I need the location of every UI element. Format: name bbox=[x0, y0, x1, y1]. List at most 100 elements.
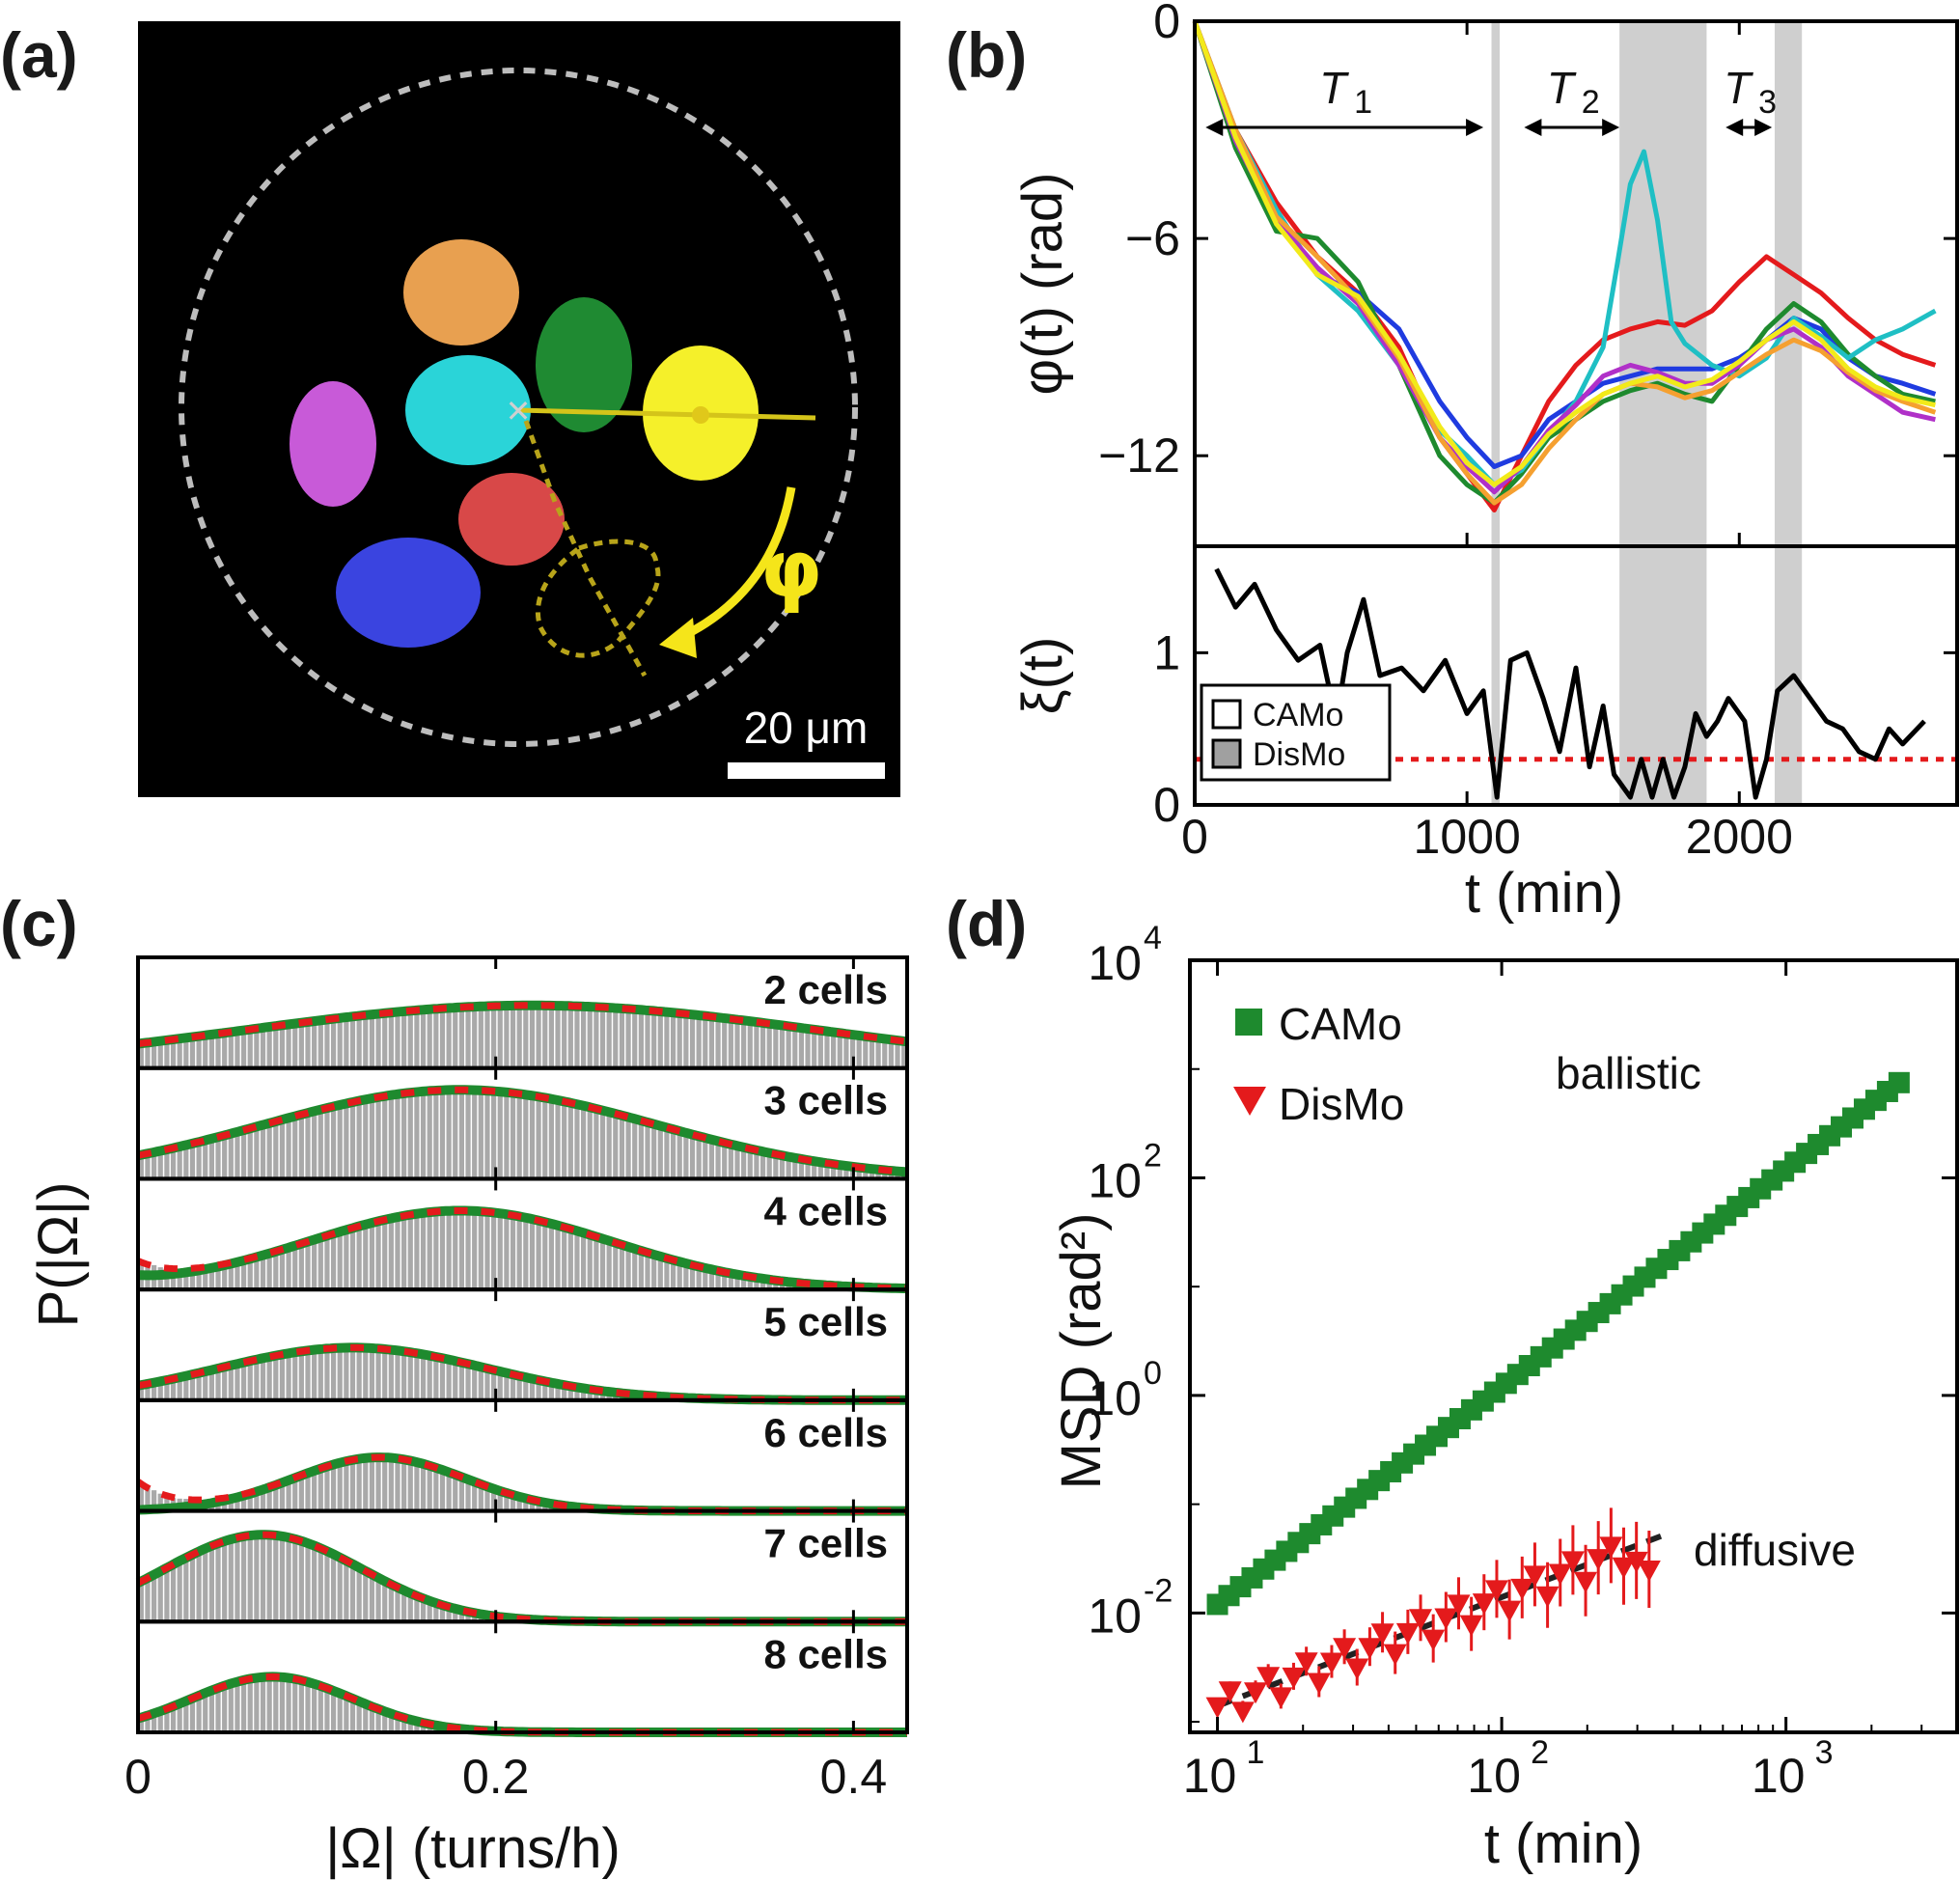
hist-bar bbox=[562, 1385, 567, 1400]
xi-line bbox=[1214, 567, 1926, 800]
fit-curve-red-dashed bbox=[135, 1453, 907, 1515]
hist-bar bbox=[567, 1386, 573, 1400]
hist-bar bbox=[401, 1353, 407, 1400]
hist-bar bbox=[625, 1114, 631, 1179]
phi-line-yellow bbox=[1192, 20, 1936, 487]
hist-bar bbox=[312, 1108, 317, 1179]
hist-bar bbox=[472, 1364, 478, 1400]
hist-bar bbox=[779, 1023, 786, 1068]
hist-bar bbox=[510, 1090, 516, 1179]
hist-bar bbox=[427, 1086, 432, 1179]
hist-bar bbox=[722, 1020, 728, 1068]
hist-bar bbox=[523, 1008, 529, 1068]
hist-bar bbox=[337, 1230, 343, 1290]
hist-bar bbox=[363, 1102, 369, 1179]
hist-bar bbox=[247, 1259, 253, 1290]
hist-bar bbox=[523, 1098, 529, 1179]
hist-bar bbox=[266, 1120, 272, 1179]
hist-bar bbox=[349, 1562, 356, 1622]
hist-bar bbox=[676, 1262, 682, 1290]
hist-bar bbox=[369, 1016, 375, 1068]
hist-bar bbox=[203, 1694, 208, 1732]
hist-bar bbox=[164, 1150, 170, 1179]
hist-bar bbox=[369, 1576, 375, 1622]
hist-bar bbox=[453, 1009, 458, 1068]
hist-bar bbox=[856, 1034, 862, 1068]
d-xtick-base: 10 bbox=[1183, 1749, 1237, 1803]
hist-bar bbox=[170, 1149, 177, 1179]
hist-bar bbox=[312, 1237, 317, 1290]
hist-bar bbox=[349, 1225, 356, 1290]
hist-bar bbox=[273, 1483, 279, 1511]
b-legend: CAMo DisMo bbox=[1200, 683, 1392, 782]
hist-bar bbox=[613, 1243, 619, 1290]
hist-bar bbox=[401, 1718, 407, 1732]
fit-curve-red-dashed bbox=[136, 1531, 907, 1625]
hist-bar bbox=[792, 1027, 798, 1068]
hist-bar bbox=[574, 1387, 580, 1400]
hist-bar bbox=[260, 1357, 266, 1400]
hist-bar bbox=[689, 1135, 696, 1179]
hist-bar bbox=[766, 1025, 772, 1068]
hist-bar bbox=[722, 1273, 728, 1290]
dismo-shaded-intervals bbox=[1491, 21, 1803, 805]
hist-bar bbox=[805, 1160, 811, 1179]
hist-bar bbox=[427, 1353, 432, 1400]
hist-bar bbox=[203, 1267, 208, 1290]
hist-bar bbox=[254, 1360, 260, 1400]
hist-bar bbox=[689, 1015, 696, 1068]
hist-bar bbox=[536, 1005, 541, 1068]
hist-bar bbox=[395, 1715, 400, 1732]
hist-bar bbox=[433, 1467, 439, 1511]
hist-bar bbox=[254, 1257, 260, 1290]
hist-bar bbox=[266, 1485, 272, 1511]
hist-bar bbox=[298, 1475, 304, 1511]
hist-bar bbox=[625, 1244, 631, 1290]
hist-bar bbox=[651, 1255, 657, 1290]
panel-a: ✕ φ 20 μm bbox=[138, 21, 900, 797]
hist-bar bbox=[292, 1353, 298, 1400]
scale-bar-label: 20 μm bbox=[744, 703, 869, 753]
hist-bar bbox=[177, 1562, 182, 1622]
hist-bar bbox=[273, 1250, 279, 1290]
hist-bar bbox=[484, 1009, 490, 1068]
dismo-point bbox=[1574, 1571, 1598, 1593]
hist-bar bbox=[420, 1008, 427, 1068]
dismo-point bbox=[1587, 1549, 1611, 1571]
hist-bar bbox=[472, 1480, 478, 1511]
hist-bar bbox=[203, 1372, 208, 1400]
hist-bar bbox=[708, 1014, 715, 1068]
hist-bar bbox=[478, 1092, 483, 1179]
hist-bar bbox=[420, 1597, 427, 1622]
hist-bar bbox=[208, 1036, 214, 1068]
hist-bar bbox=[863, 1035, 869, 1068]
hist-row-label: 2 cells bbox=[764, 967, 888, 1012]
hist-bar bbox=[645, 1012, 650, 1068]
d-ytick-exp: 0 bbox=[1144, 1355, 1162, 1392]
scale-bar bbox=[728, 762, 885, 779]
hist-bar bbox=[670, 1128, 676, 1179]
hist-bar bbox=[594, 1108, 599, 1179]
hist-bar bbox=[330, 1466, 337, 1511]
hist-row-6-cells: 6 cells bbox=[135, 1397, 909, 1516]
hist-bar bbox=[330, 1692, 337, 1732]
hist-bar bbox=[580, 1004, 587, 1068]
hist-bar bbox=[439, 1359, 446, 1400]
hist-bar bbox=[164, 1380, 170, 1400]
hist-bar bbox=[651, 1124, 657, 1179]
hist-bar bbox=[478, 1368, 483, 1400]
hist-bar bbox=[240, 1031, 247, 1068]
hist-bar bbox=[164, 1709, 170, 1732]
dismo-point bbox=[1447, 1594, 1471, 1617]
hist-bar bbox=[247, 1130, 253, 1179]
hist-bar bbox=[491, 1370, 497, 1400]
hist-bar bbox=[189, 1142, 196, 1179]
hist-bar bbox=[215, 1544, 221, 1622]
hist-bar bbox=[369, 1459, 375, 1511]
period-arrow-head-left bbox=[1524, 119, 1542, 136]
hist-bar bbox=[472, 1005, 478, 1068]
dismo-point bbox=[1244, 1682, 1268, 1704]
hist-bar bbox=[183, 1700, 189, 1732]
hist-bar bbox=[208, 1371, 214, 1400]
